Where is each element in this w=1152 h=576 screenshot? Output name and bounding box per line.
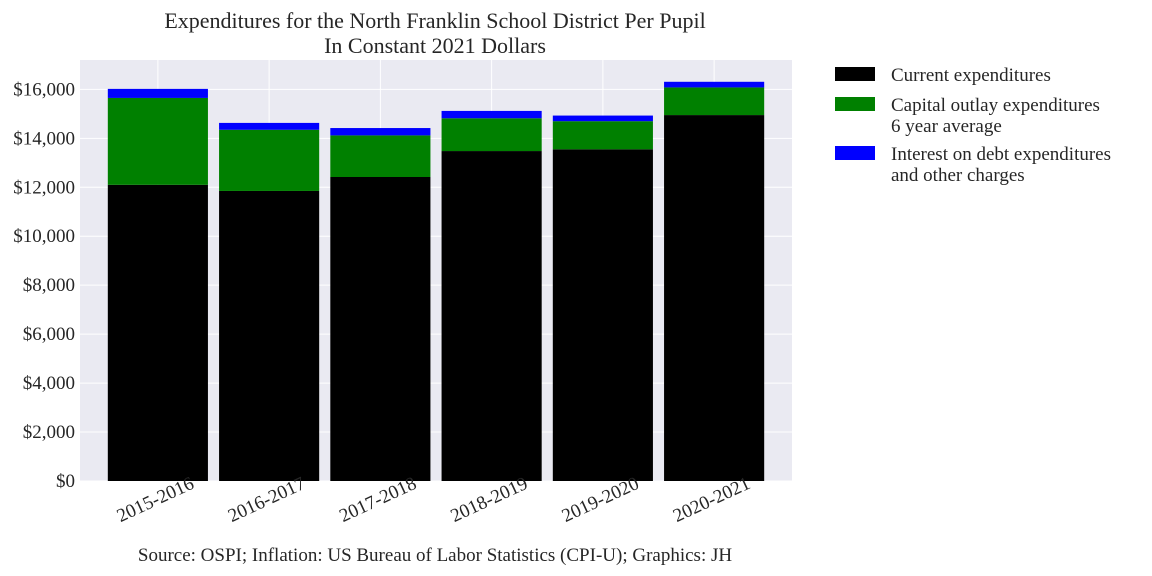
chart-subtitle: In Constant 2021 Dollars: [324, 33, 546, 58]
bar-segment: [664, 87, 765, 116]
bar-segment: [107, 184, 208, 481]
bar-segment: [330, 176, 431, 481]
legend-swatch: [835, 67, 875, 81]
legend-label: Current expenditures: [891, 65, 1051, 86]
y-axis: $0 $2,000 $4,000 $6,000 $8,000 $10,000 $12,000…: [13, 79, 75, 492]
y-tick-label: $8,000: [23, 275, 75, 296]
bar-segment: [664, 115, 765, 481]
y-tick-label: $6,000: [23, 324, 75, 345]
bars: [107, 81, 765, 482]
y-tick-label: $2,000: [23, 422, 75, 443]
bar-segment: [552, 115, 653, 122]
bar-segment: [219, 122, 320, 130]
y-tick-label: $12,000: [13, 177, 75, 198]
legend-label: Interest on debt expenditures and other c…: [891, 144, 1111, 186]
bar-segment: [552, 121, 653, 150]
y-tick-label: $16,000: [13, 79, 75, 100]
legend-label: Capital outlay expenditures 6 year averag…: [891, 95, 1100, 137]
legend-swatch: [835, 97, 875, 111]
bar-segment: [330, 135, 431, 177]
legend: Current expenditures Capital outlay expen…: [835, 65, 1111, 186]
bar-segment: [441, 118, 542, 152]
y-tick-label: $10,000: [13, 226, 75, 247]
legend-swatch: [835, 146, 875, 160]
bar-segment: [219, 190, 320, 482]
y-tick-label: $4,000: [23, 373, 75, 394]
bar-segment: [107, 88, 208, 98]
bar-segment: [330, 128, 431, 136]
y-tick-label: $14,000: [13, 128, 75, 149]
bar-segment: [441, 110, 542, 119]
chart-title-group: Expenditures for the North Franklin Scho…: [164, 8, 705, 58]
bar-segment: [664, 81, 765, 88]
y-tick-label: $0: [56, 471, 75, 492]
chart-title: Expenditures for the North Franklin Scho…: [164, 8, 705, 33]
bar-segment: [441, 151, 542, 482]
bar-segment: [107, 97, 208, 185]
bar-segment: [552, 149, 653, 481]
bar-segment: [219, 129, 320, 191]
source-note: Source: OSPI; Inflation: US Bureau of La…: [138, 545, 732, 566]
